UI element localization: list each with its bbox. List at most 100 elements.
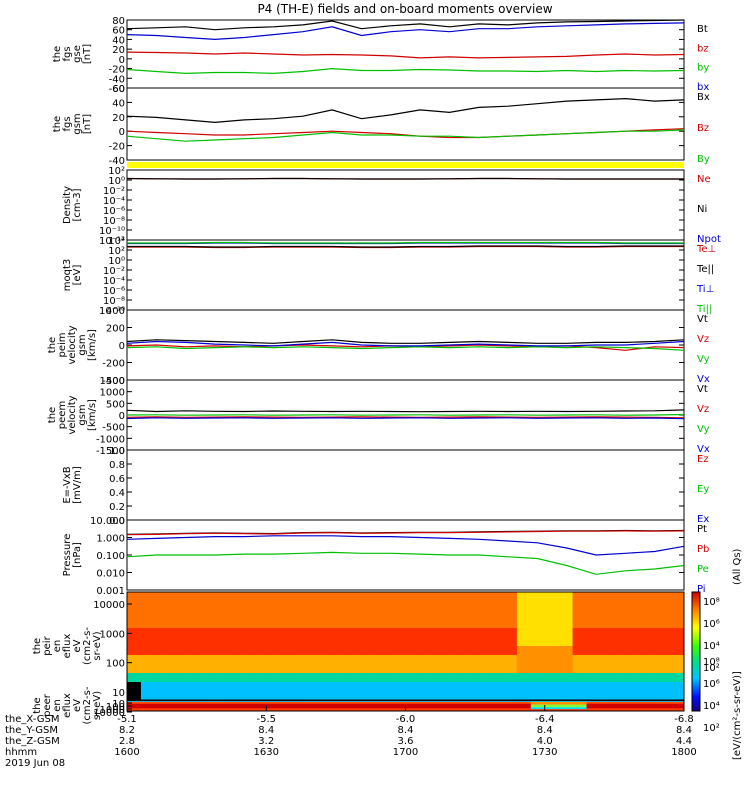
y-axis-label-line: the xyxy=(32,697,43,713)
heatmap-cell xyxy=(335,702,351,705)
heatmap-cell xyxy=(335,601,351,611)
heatmap-cell xyxy=(572,705,588,707)
heatmap-cell xyxy=(210,610,225,620)
heatmap-cell xyxy=(530,610,546,620)
heatmap-cell xyxy=(335,637,351,647)
heatmap-cell xyxy=(530,700,546,702)
heatmap-cell xyxy=(656,702,671,705)
heatmap-cell xyxy=(544,601,560,611)
heatmap-cell xyxy=(252,601,267,611)
heatmap-cell xyxy=(572,703,588,706)
heatmap-cell xyxy=(280,704,295,706)
heatmap-cell xyxy=(363,703,379,706)
heatmap-cell xyxy=(196,592,212,602)
heatmap-cell xyxy=(377,628,393,638)
y-axis-label-line: [cm-3] xyxy=(72,188,83,221)
heatmap-cell xyxy=(586,704,601,706)
heatmap-cell xyxy=(377,700,393,703)
heatmap-cell xyxy=(321,610,337,620)
heatmap-cell xyxy=(670,682,685,692)
heatmap-cell xyxy=(670,701,685,704)
heatmap-cell xyxy=(294,704,309,706)
heatmap-cell xyxy=(238,708,253,710)
heatmap-cell xyxy=(628,592,643,602)
heatmap-cell xyxy=(266,628,281,638)
heatmap-cell xyxy=(321,682,337,692)
heatmap-cell xyxy=(461,592,476,602)
heatmap-cell xyxy=(266,700,281,702)
heatmap-cell xyxy=(600,703,615,706)
heatmap-cell xyxy=(252,619,267,629)
heatmap-cell xyxy=(405,709,420,711)
heatmap-cell xyxy=(238,704,253,706)
heatmap-cell xyxy=(642,682,657,692)
y-tick-label: 10² xyxy=(108,166,125,177)
heatmap-cell xyxy=(294,619,309,629)
heatmap-cell xyxy=(600,701,615,704)
heatmap-cell xyxy=(321,637,337,647)
heatmap-cell xyxy=(530,701,546,704)
heatmap-cell xyxy=(614,637,629,647)
y-tick-label: -1000 xyxy=(96,434,125,445)
heatmap-cell xyxy=(391,707,406,709)
heatmap-cell xyxy=(502,682,518,692)
heatmap-cell xyxy=(154,702,170,705)
y-axis-label-line: [km/s] xyxy=(87,399,98,431)
heatmap-cell xyxy=(544,610,560,620)
heatmap-cell xyxy=(419,702,434,705)
heatmap-cell xyxy=(182,601,198,611)
legend-label: Vx xyxy=(697,374,710,385)
heatmap-cell xyxy=(224,619,239,629)
heatmap-cell xyxy=(391,691,406,701)
y-tick-label: 10⁻⁴ xyxy=(103,196,125,207)
legend-label: Vt xyxy=(697,384,708,395)
heatmap-cell xyxy=(670,628,685,638)
heatmap-cell xyxy=(127,601,142,611)
heatmap-cell xyxy=(502,610,518,620)
heatmap-cell xyxy=(321,592,337,602)
heatmap-cell xyxy=(168,646,184,656)
heatmap-cell xyxy=(558,610,574,620)
heatmap-cell xyxy=(558,601,574,611)
x-row-value: 1700 xyxy=(393,747,418,758)
heatmap-cell xyxy=(475,701,490,704)
heatmap-cell xyxy=(558,703,574,706)
heatmap-cell xyxy=(586,673,601,683)
heatmap-cell xyxy=(642,706,657,708)
heatmap-cell xyxy=(489,708,504,710)
heatmap-cell xyxy=(447,708,462,710)
heatmap-cell xyxy=(154,707,170,709)
heatmap-cell xyxy=(600,673,615,683)
heatmap-cell xyxy=(614,705,629,707)
heatmap-cell xyxy=(405,619,420,629)
heatmap-cell xyxy=(168,691,184,701)
colorbar-tick-label: 10⁴ xyxy=(703,701,720,712)
heatmap-cell xyxy=(294,592,309,602)
heatmap-cell xyxy=(656,700,671,703)
heatmap-cell xyxy=(405,610,420,620)
heatmap-cell xyxy=(489,610,504,620)
heatmap-cell xyxy=(377,664,393,674)
heatmap-cell xyxy=(447,704,462,706)
heatmap-cell xyxy=(502,655,518,665)
heatmap-cell xyxy=(294,709,309,711)
heatmap-cell xyxy=(391,610,406,620)
heatmap-cell xyxy=(433,592,448,602)
heatmap-cell xyxy=(614,703,629,706)
heatmap-cell xyxy=(335,655,351,665)
heatmap-cell xyxy=(363,673,379,683)
heatmap-cell xyxy=(656,708,671,710)
heatmap-cell xyxy=(656,682,671,692)
heatmap-cell xyxy=(321,700,337,703)
y-tick-label: -400 xyxy=(102,376,125,387)
heatmap-cell xyxy=(656,646,671,656)
heatmap-cell xyxy=(489,704,504,706)
heatmap-cell xyxy=(294,682,309,692)
series-line-bx xyxy=(126,22,685,41)
heatmap-cell xyxy=(502,628,518,638)
heatmap-cell xyxy=(516,610,532,620)
heatmap-cell xyxy=(182,705,198,707)
heatmap-cell xyxy=(600,601,615,611)
heatmap-cell xyxy=(154,700,170,703)
